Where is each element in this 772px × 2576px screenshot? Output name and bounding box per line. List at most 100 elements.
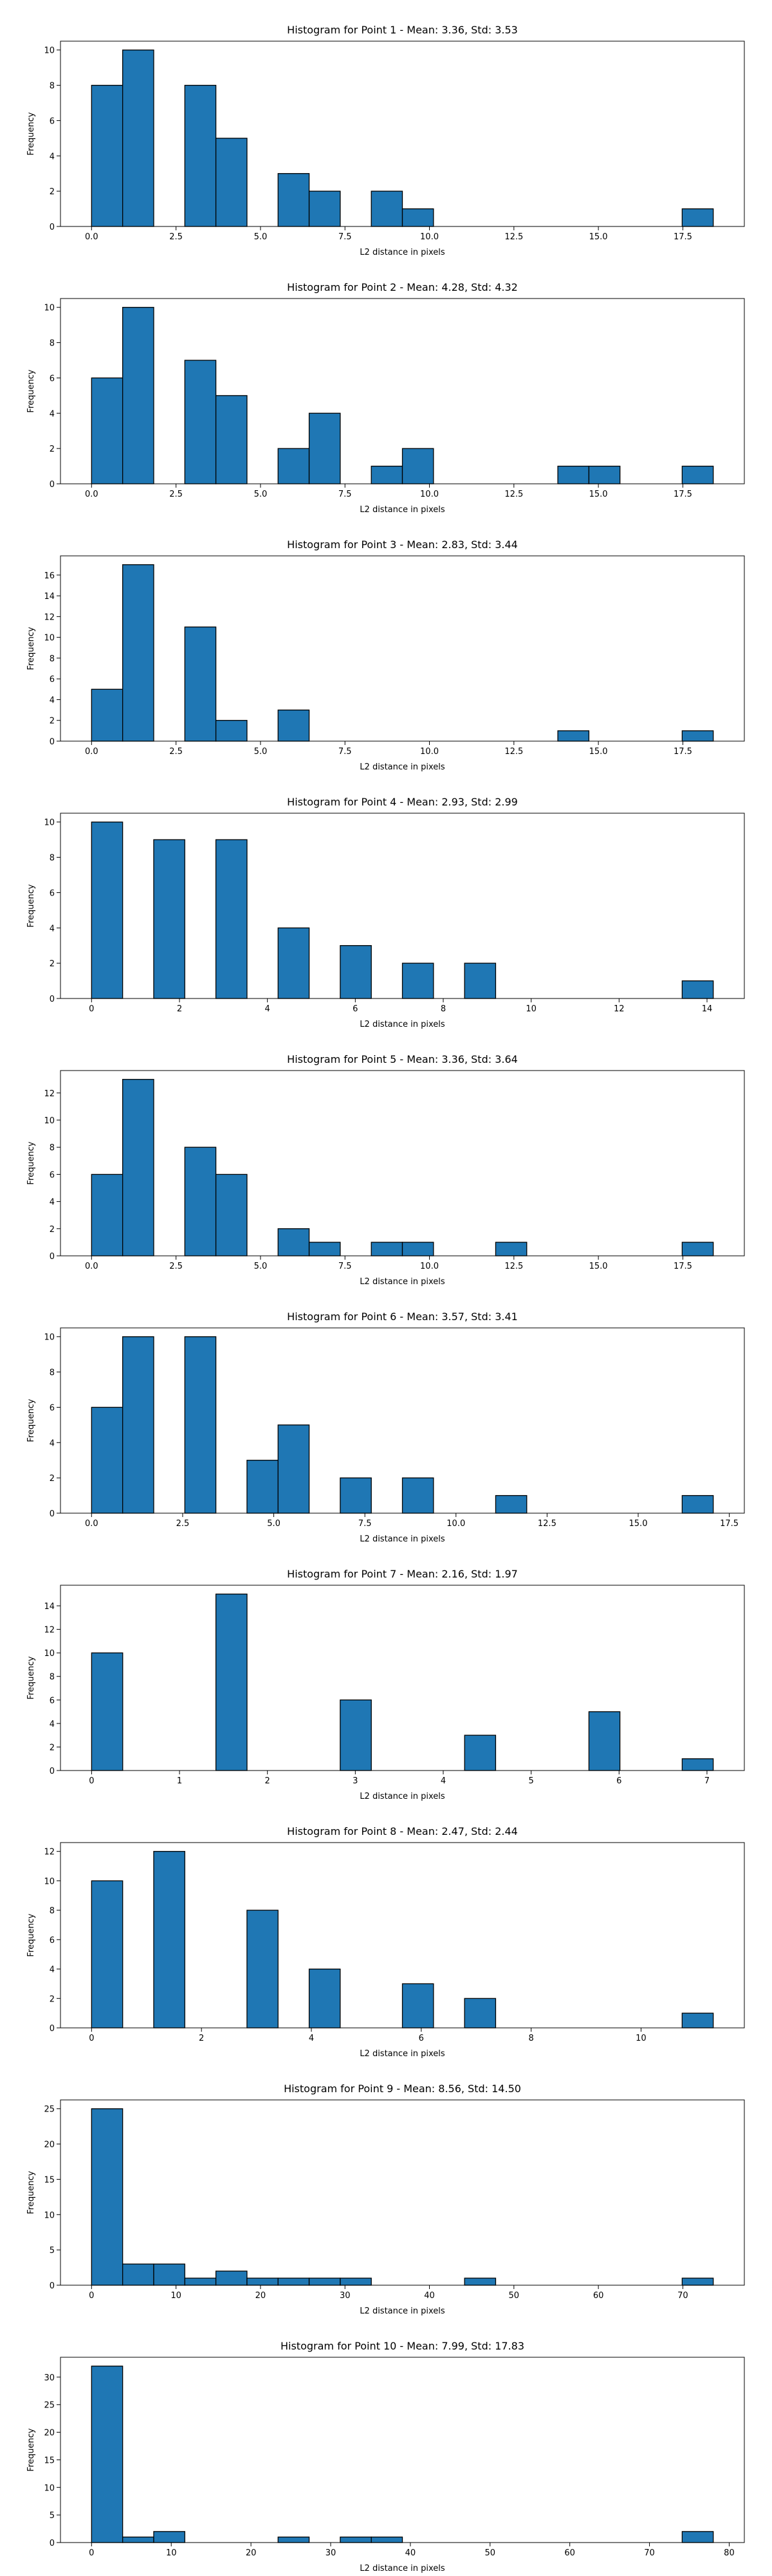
x-tick-label: 70 bbox=[644, 2548, 655, 2558]
bar bbox=[340, 1477, 372, 1514]
bar bbox=[246, 2277, 279, 2286]
x-tick-label: 0 bbox=[89, 2291, 94, 2301]
y-tick-label: 5 bbox=[50, 2246, 55, 2256]
bar bbox=[184, 84, 217, 227]
bar bbox=[153, 2531, 185, 2543]
y-axis-label: Frequency bbox=[26, 1913, 36, 1956]
bar bbox=[122, 1079, 154, 1256]
x-tick-label: 7.5 bbox=[338, 1262, 352, 1271]
y-tick-label: 10 bbox=[44, 1877, 55, 1886]
bar bbox=[215, 839, 248, 999]
x-tick-label: 10 bbox=[636, 2034, 647, 2043]
y-tick-label: 0 bbox=[50, 480, 55, 490]
y-axis-label: Frequency bbox=[26, 1141, 36, 1184]
x-tick-label: 0.0 bbox=[85, 490, 98, 499]
y-tick-label: 4 bbox=[50, 1439, 55, 1448]
bar bbox=[308, 2277, 341, 2286]
y-tick-label: 2 bbox=[50, 445, 55, 454]
y-tick-label: 14 bbox=[44, 1602, 55, 1612]
x-tick-label: 7 bbox=[704, 1776, 710, 1786]
x-tick-label: 17.5 bbox=[674, 747, 692, 757]
y-tick-label: 6 bbox=[50, 1936, 55, 1946]
x-axis-label: L2 distance in pixels bbox=[360, 1020, 445, 1029]
bar bbox=[681, 1242, 714, 1256]
x-tick-label: 2.5 bbox=[176, 1519, 190, 1529]
x-tick-label: 3 bbox=[353, 1776, 358, 1786]
bar bbox=[277, 1228, 310, 1256]
axes-frame bbox=[60, 1070, 745, 1256]
x-tick-label: 2.5 bbox=[169, 232, 183, 242]
y-tick-label: 0 bbox=[50, 1767, 55, 1776]
bar bbox=[184, 360, 217, 484]
bar bbox=[340, 2277, 372, 2286]
bar bbox=[308, 190, 341, 227]
x-tick-label: 30 bbox=[340, 2291, 351, 2301]
chart-title: Histogram for Point 5 - Mean: 3.36, Std:… bbox=[287, 1053, 518, 1065]
y-tick-label: 6 bbox=[50, 888, 55, 898]
x-tick-label: 4 bbox=[265, 1004, 270, 1014]
y-tick-label: 4 bbox=[50, 1965, 55, 1975]
bar bbox=[184, 1336, 217, 1514]
x-tick-label: 10.0 bbox=[420, 232, 439, 242]
chart-title: Histogram for Point 8 - Mean: 2.47, Std:… bbox=[287, 1825, 518, 1837]
bar bbox=[401, 1477, 434, 1514]
axes-frame bbox=[60, 2357, 745, 2543]
y-tick-label: 12 bbox=[44, 1626, 55, 1635]
x-tick-label: 6 bbox=[419, 2034, 424, 2043]
y-tick-label: 16 bbox=[44, 571, 55, 581]
y-tick-label: 0 bbox=[50, 995, 55, 1004]
bar bbox=[122, 1336, 154, 1514]
bar bbox=[215, 1173, 248, 1256]
chart-title: Histogram for Point 2 - Mean: 4.28, Std:… bbox=[287, 281, 518, 293]
axes-frame bbox=[60, 813, 745, 999]
bar bbox=[277, 927, 310, 999]
y-tick-label: 15 bbox=[44, 2175, 55, 2185]
y-axis-label: Frequency bbox=[26, 627, 36, 670]
bar bbox=[340, 2536, 372, 2543]
x-tick-label: 6 bbox=[616, 1776, 621, 1786]
y-axis-label: Frequency bbox=[26, 884, 36, 927]
bar bbox=[464, 2277, 497, 2286]
x-tick-label: 17.5 bbox=[674, 490, 692, 499]
y-tick-label: 8 bbox=[50, 1673, 55, 1682]
x-tick-label: 1 bbox=[177, 1776, 182, 1786]
y-tick-label: 0 bbox=[50, 2281, 55, 2291]
bar bbox=[681, 208, 714, 227]
y-tick-label: 2 bbox=[50, 1225, 55, 1235]
x-axis-label: L2 distance in pixels bbox=[360, 2564, 445, 2573]
x-tick-label: 2 bbox=[199, 2034, 204, 2043]
x-tick-label: 2 bbox=[265, 1776, 270, 1786]
y-tick-label: 6 bbox=[50, 374, 55, 383]
y-tick-label: 6 bbox=[50, 1696, 55, 1706]
x-tick-label: 12.5 bbox=[538, 1519, 556, 1529]
y-tick-label: 8 bbox=[50, 82, 55, 91]
axes-frame bbox=[60, 1327, 745, 1514]
y-tick-label: 4 bbox=[50, 409, 55, 419]
x-tick-label: 20 bbox=[255, 2291, 266, 2301]
chart-title: Histogram for Point 4 - Mean: 2.93, Std:… bbox=[287, 796, 518, 808]
y-tick-label: 4 bbox=[50, 695, 55, 705]
bar bbox=[277, 709, 310, 742]
x-axis-label: L2 distance in pixels bbox=[360, 1277, 445, 1287]
bar bbox=[153, 1851, 185, 2029]
x-tick-label: 17.5 bbox=[674, 1262, 692, 1271]
chart-title: Histogram for Point 10 - Mean: 7.99, Std… bbox=[280, 2340, 524, 2352]
x-tick-label: 15.0 bbox=[589, 232, 608, 242]
bar bbox=[184, 1146, 217, 1256]
x-tick-label: 60 bbox=[564, 2548, 575, 2558]
bar bbox=[91, 822, 124, 999]
x-tick-label: 6 bbox=[353, 1004, 358, 1014]
y-tick-label: 0 bbox=[50, 223, 55, 232]
x-axis-label: L2 distance in pixels bbox=[360, 2049, 445, 2059]
bar bbox=[91, 1406, 124, 1514]
bar bbox=[153, 839, 185, 999]
x-axis-label: L2 distance in pixels bbox=[360, 248, 445, 257]
y-tick-label: 8 bbox=[50, 854, 55, 863]
axes-frame bbox=[60, 1585, 745, 1771]
y-axis-label: Frequency bbox=[26, 112, 36, 155]
y-tick-label: 6 bbox=[50, 1170, 55, 1180]
y-tick-label: 10 bbox=[44, 2483, 55, 2493]
bar bbox=[681, 1758, 714, 1771]
y-tick-label: 6 bbox=[50, 116, 55, 126]
x-tick-label: 0 bbox=[89, 2034, 94, 2043]
